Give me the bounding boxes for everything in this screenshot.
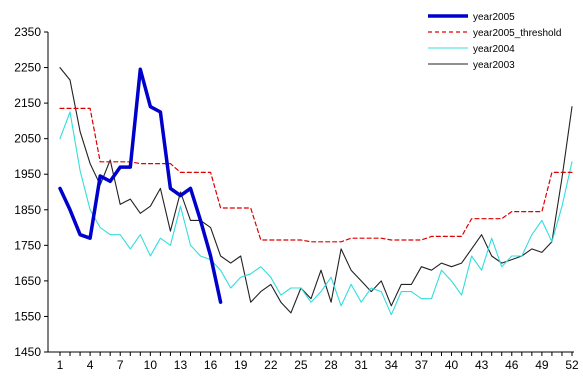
- series-line-year2004: [59, 111, 573, 316]
- y-tick-label: 2350: [14, 25, 41, 39]
- series-line-year2005-threshold: [59, 107, 573, 243]
- x-axis: 1 4 7 10 13 16 19 22 25 28 31 34 37 40 43 46 49 52: [48, 351, 579, 372]
- legend-label-year2005-threshold: year2005_threshold: [473, 28, 561, 39]
- x-tick-label: 16: [204, 358, 218, 372]
- y-axis: 1450 1550 1650 1750 1850 1950 2050 2150 2250 2350: [14, 25, 49, 359]
- legend-label-year2003: year2003: [473, 60, 515, 71]
- x-tick-label: 49: [535, 358, 549, 372]
- series-line-year2005: [58, 67, 223, 304]
- legend: year2005 year2005_threshold year2004 year20…: [428, 12, 561, 71]
- x-tick-label: 22: [264, 358, 278, 372]
- x-tick-label: 25: [294, 358, 308, 372]
- y-tick-label: 2250: [14, 61, 41, 75]
- x-tick-label: 1: [57, 358, 64, 372]
- x-tick-label: 43: [475, 358, 489, 372]
- x-tick-label: 19: [234, 358, 248, 372]
- y-tick-label: 1550: [14, 309, 41, 323]
- y-tick-label: 1850: [14, 203, 41, 217]
- x-tick-label: 31: [354, 358, 368, 372]
- y-tick-label: 1450: [14, 345, 41, 359]
- x-tick-label: 46: [505, 358, 519, 372]
- y-tick-label: 1650: [14, 274, 41, 288]
- x-tick-label: 37: [415, 358, 429, 372]
- x-tick-label: 13: [174, 358, 188, 372]
- x-tick-label: 4: [87, 358, 94, 372]
- y-tick-label: 1750: [14, 238, 41, 252]
- y-tick-label: 1950: [14, 167, 41, 181]
- y-tick-label: 2050: [14, 132, 41, 146]
- x-tick-label: 28: [324, 358, 338, 372]
- legend-label-year2004: year2004: [473, 44, 515, 55]
- x-tick-label: 40: [445, 358, 459, 372]
- x-tick-label: 10: [144, 358, 158, 372]
- x-tick-label: 7: [117, 358, 124, 372]
- series-line-year2003: [59, 67, 573, 314]
- legend-label-year2005: year2005: [473, 12, 515, 23]
- y-tick-label: 2150: [14, 96, 41, 110]
- x-tick-label: 34: [385, 358, 399, 372]
- series-layer: [58, 67, 573, 316]
- x-tick-label: 52: [565, 358, 579, 372]
